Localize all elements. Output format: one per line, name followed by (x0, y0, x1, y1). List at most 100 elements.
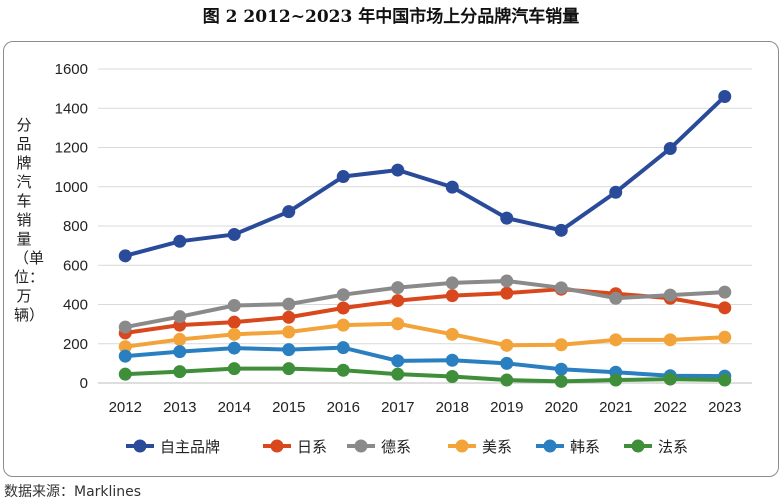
point-德系-2018 (445, 276, 459, 290)
x-tick-2017: 2017 (381, 399, 414, 416)
y-tick-1600: 1600 (55, 61, 88, 78)
legend-marker (455, 439, 469, 453)
point-自主品牌-2014 (227, 227, 241, 241)
legend-item-德系: 德系 (347, 438, 411, 456)
point-自主品牌-2020 (554, 223, 568, 237)
legend-label: 美系 (482, 438, 512, 456)
point-美系-2022 (663, 333, 677, 347)
point-自主品牌-2013 (173, 234, 187, 248)
figure-title: 图 2 2012~2023 年中国市场上分品牌汽车销量 (202, 7, 580, 27)
series-line-自主品牌 (123, 94, 727, 258)
point-法系-2019 (500, 373, 514, 387)
point-日系-2015 (282, 310, 296, 324)
point-韩系-2013 (173, 345, 187, 359)
x-tick-2022: 2022 (654, 399, 687, 416)
y-tick-600: 600 (63, 257, 88, 274)
series-line-美系 (123, 321, 727, 349)
y-tick-1000: 1000 (55, 179, 88, 196)
legend-marker (270, 439, 284, 453)
point-日系-2017 (391, 294, 405, 308)
point-日系-2016 (336, 301, 350, 315)
series-line-德系 (123, 278, 727, 330)
point-日系-2014 (227, 315, 241, 329)
legend-label: 韩系 (570, 438, 600, 456)
legend-marker (543, 439, 557, 453)
point-日系-2023 (718, 301, 732, 315)
x-tick-2014: 2014 (218, 399, 251, 416)
point-德系-2017 (391, 281, 405, 295)
legend-marker (631, 439, 645, 453)
legend-label: 法系 (658, 438, 688, 456)
point-自主品牌-2015 (282, 205, 296, 219)
legend-item-自主品牌: 自主品牌 (126, 438, 220, 456)
point-法系-2018 (445, 370, 459, 384)
y-tick-1200: 1200 (55, 140, 88, 157)
point-自主品牌-2023 (718, 89, 732, 103)
series-line-日系 (123, 287, 727, 335)
point-日系-2018 (445, 289, 459, 303)
series-法系 (118, 362, 732, 388)
point-德系-2012 (118, 320, 132, 334)
y-tick-0: 0 (80, 375, 88, 392)
series-line-韩系 (123, 345, 727, 379)
point-法系-2016 (336, 363, 350, 377)
x-tick-labels: 2012 2013 2014 2015 2016 2017 2018 2019 2020 2021… (109, 399, 742, 416)
x-tick-2012: 2012 (109, 399, 142, 416)
point-美系-2021 (609, 333, 623, 347)
point-德系-2023 (718, 285, 732, 299)
point-法系-2014 (227, 362, 241, 376)
point-法系-2020 (554, 374, 568, 388)
point-自主品牌-2022 (663, 141, 677, 155)
legend: 自主品牌 日系 德系 美系 韩系 法系 (126, 438, 688, 456)
point-美系-2013 (173, 332, 187, 346)
point-美系-2018 (445, 327, 459, 341)
x-tick-2019: 2019 (490, 399, 523, 416)
series-自主品牌 (118, 89, 732, 263)
point-日系-2019 (500, 286, 514, 300)
point-韩系-2017 (391, 354, 405, 368)
series-德系 (118, 274, 732, 334)
point-德系-2014 (227, 298, 241, 312)
x-tick-2023: 2023 (708, 399, 741, 416)
x-tick-2020: 2020 (545, 399, 578, 416)
y-tick-labels: 0 200 400 600 800 1000 1200 1400 1600 (55, 61, 88, 392)
point-韩系-2019 (500, 356, 514, 370)
legend-marker (354, 439, 368, 453)
point-自主品牌-2019 (500, 211, 514, 225)
legend-marker (133, 439, 147, 453)
point-美系-2019 (500, 338, 514, 352)
series-lines (118, 89, 732, 388)
series-美系 (118, 317, 732, 354)
point-德系-2016 (336, 288, 350, 302)
x-tick-2015: 2015 (272, 399, 305, 416)
point-美系-2017 (391, 317, 405, 331)
point-德系-2013 (173, 310, 187, 324)
point-德系-2015 (282, 297, 296, 311)
legend-item-日系: 日系 (263, 438, 327, 456)
series-line-法系 (123, 366, 727, 384)
gridlines (98, 68, 752, 384)
x-tick-2016: 2016 (327, 399, 360, 416)
y-tick-200: 200 (63, 336, 88, 353)
point-法系-2022 (663, 372, 677, 386)
point-自主品牌-2016 (336, 170, 350, 184)
series-韩系 (118, 341, 732, 383)
point-法系-2017 (391, 367, 405, 381)
point-美系-2014 (227, 327, 241, 341)
legend-label: 德系 (381, 438, 411, 456)
point-法系-2015 (282, 362, 296, 376)
legend-item-韩系: 韩系 (536, 438, 600, 456)
y-axis-label: 分品牌汽车销量（单位：万辆） (14, 116, 45, 324)
point-自主品牌-2021 (609, 185, 623, 199)
legend-label: 自主品牌 (160, 438, 220, 456)
point-自主品牌-2017 (391, 163, 405, 177)
legend-item-美系: 美系 (448, 438, 512, 456)
point-美系-2023 (718, 330, 732, 344)
point-法系-2023 (718, 373, 732, 387)
point-法系-2013 (173, 365, 187, 379)
point-韩系-2014 (227, 341, 241, 355)
point-美系-2020 (554, 338, 568, 352)
point-韩系-2020 (554, 362, 568, 376)
legend-label: 日系 (297, 438, 327, 456)
point-美系-2015 (282, 325, 296, 339)
